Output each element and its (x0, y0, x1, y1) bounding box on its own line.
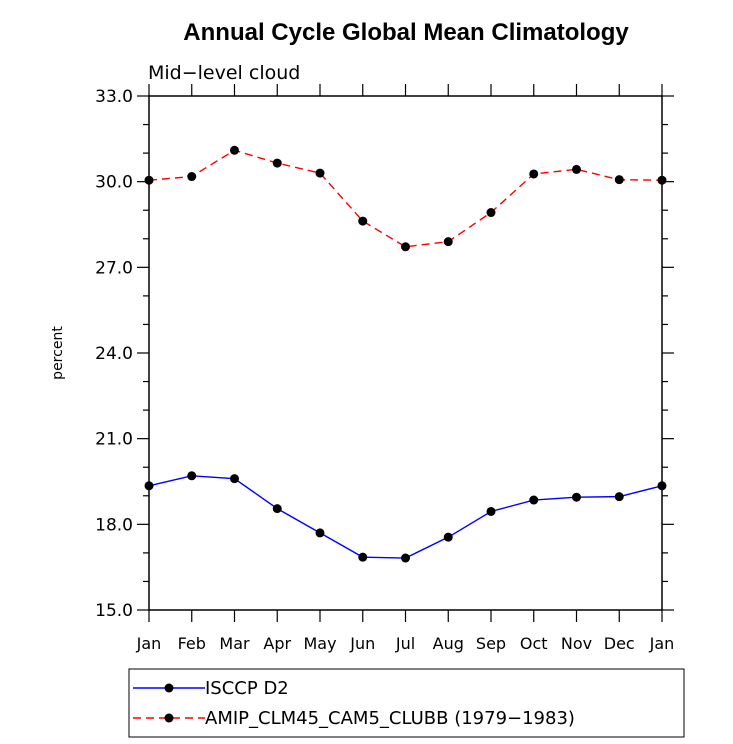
y-tick-label: 18.0 (95, 515, 133, 535)
data-point (572, 164, 581, 174)
y-tick-label: 33.0 (95, 87, 133, 107)
plot-frame (148, 95, 663, 611)
series-line (148, 475, 663, 559)
series-1 (144, 471, 667, 563)
data-point (486, 208, 496, 218)
data-point (529, 169, 539, 179)
y-tick-label: 30.0 (95, 173, 133, 193)
y-tick-label: 27.0 (95, 258, 133, 278)
x-tick-label: Jun (349, 634, 375, 653)
data-point (657, 175, 667, 185)
data-point (358, 216, 368, 226)
data-point (614, 175, 624, 185)
data-point (315, 528, 325, 538)
data-point (144, 175, 154, 185)
data-point (230, 474, 239, 484)
axis-ticks: 15.0 18.0 21.0 24.0 27.0 30.0 33.0 Jan Feb Mar Apr… (95, 84, 674, 653)
x-tick-label: Jan (649, 634, 675, 653)
x-tick-label: Oct (520, 634, 548, 653)
series-layer (144, 145, 667, 563)
data-point (187, 172, 197, 182)
series-2 (144, 145, 667, 252)
y-tick-label: 24.0 (95, 344, 133, 364)
x-tick-label: Apr (263, 634, 291, 653)
legend-label: AMIP_CLM45_CAM5_CLUBB (1979−1983) (205, 708, 575, 729)
data-point (272, 158, 282, 168)
data-point (572, 492, 581, 502)
data-point (614, 492, 624, 502)
y-tick-label: 21.0 (95, 430, 133, 450)
data-point (657, 481, 667, 491)
data-point (315, 168, 325, 178)
y-axis-label: percent (50, 326, 66, 380)
data-point (230, 145, 239, 155)
data-point (486, 506, 496, 516)
x-tick-label: Mar (219, 634, 250, 653)
legend-marker (164, 713, 174, 723)
y-tick-label: 15.0 (95, 601, 133, 621)
legend-marker (164, 683, 174, 693)
data-point (443, 532, 453, 542)
data-point (144, 481, 154, 491)
data-point (187, 471, 197, 481)
data-point (401, 242, 410, 252)
x-tick-label: Feb (178, 634, 206, 653)
chart-subtitle: Mid−level cloud (148, 62, 300, 84)
x-tick-label: May (303, 634, 336, 653)
data-point (529, 495, 539, 505)
legend-box (128, 668, 685, 738)
series-line (148, 149, 663, 248)
data-point (358, 552, 368, 562)
legend-label: ISCCP D2 (205, 678, 289, 699)
x-tick-label: Aug (433, 634, 464, 653)
chart-title: Annual Cycle Global Mean Climatology (183, 19, 629, 46)
data-point (443, 237, 453, 247)
x-tick-label: Nov (561, 634, 592, 653)
legend: ISCCP D2 AMIP_CLM45_CAM5_CLUBB (1979−1983… (128, 668, 685, 738)
data-point (401, 553, 410, 563)
data-point (272, 504, 282, 514)
x-tick-label: Jan (136, 634, 162, 653)
x-tick-label: Jul (395, 634, 415, 653)
x-tick-label: Dec (604, 634, 635, 653)
x-tick-label: Sep (476, 634, 506, 653)
